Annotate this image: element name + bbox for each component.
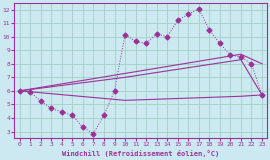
X-axis label: Windchill (Refroidissement éolien,°C): Windchill (Refroidissement éolien,°C) [62,150,220,157]
